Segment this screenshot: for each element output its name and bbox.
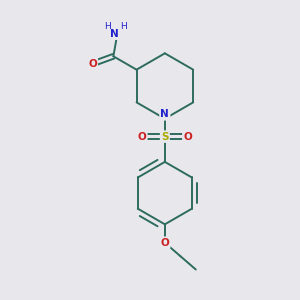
Text: N: N (110, 29, 119, 39)
Text: S: S (161, 132, 169, 142)
Text: O: O (183, 132, 192, 142)
Text: O: O (88, 59, 97, 69)
Text: O: O (138, 132, 146, 142)
Text: H: H (104, 22, 111, 32)
Text: N: N (160, 109, 169, 119)
Text: O: O (160, 238, 169, 248)
Text: H: H (120, 22, 127, 32)
